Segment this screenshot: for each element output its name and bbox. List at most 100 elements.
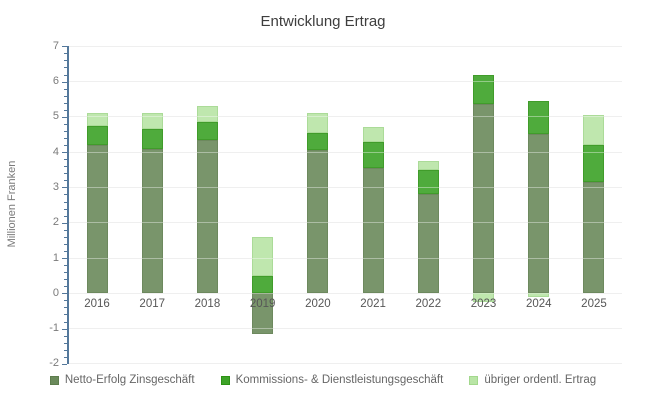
y-tick-label: -2 [49,357,59,370]
y-axis-minor-tick [63,236,67,238]
bar-segment-2024[interactable] [528,100,550,135]
bar-segment-2025[interactable] [583,115,605,146]
bar-segment-2019[interactable] [252,293,274,334]
y-axis-minor-tick [63,201,67,203]
bar-segment-2016[interactable] [86,145,108,294]
legend-item-1[interactable]: Kommissions- & Dienstleistungsgeschäft [220,374,444,386]
y-tick-label: 7 [52,39,59,52]
bar-segment-2025[interactable] [583,145,605,183]
bar-segment-2020[interactable] [307,150,329,294]
gridline-overlay [68,292,622,294]
bar-segment-2016[interactable] [86,125,108,146]
y-axis-minor-tick [63,194,67,196]
x-axis-label-2018: 2018 [194,298,221,310]
bar-segment-2019[interactable] [252,236,274,276]
gridline [68,257,622,259]
bar-segment-2016[interactable] [86,113,108,126]
bar-segment-2024[interactable] [528,293,550,297]
gridline [68,45,622,47]
bar-segment-2021[interactable] [362,168,384,294]
y-tick-label: -1 [49,322,59,335]
y-axis-major-tick [61,187,67,189]
y-axis-minor-tick [63,279,67,281]
y-tick-label: 1 [52,251,59,264]
bar-segment-2022[interactable] [417,160,439,170]
gridline-overlay [68,328,622,330]
bar-segment-2018[interactable] [196,139,218,294]
y-axis-line [66,46,69,364]
y-tick-label: 4 [52,145,59,158]
y-axis-minor-tick [63,229,67,231]
y-axis-minor-tick [63,67,67,69]
y-axis-minor-tick [63,53,67,55]
y-axis-major-tick [61,222,67,224]
gridline-overlay [68,116,622,118]
y-axis-title: Millionen Franken [6,160,18,248]
y-tick-label: 6 [52,75,59,88]
bar-segment-2018[interactable] [196,106,218,123]
y-axis-minor-tick [63,173,67,175]
y-axis-minor-tick [63,145,67,147]
bar-segment-2019[interactable] [252,275,274,294]
y-axis-minor-tick [63,321,67,323]
legend-swatch-icon [49,375,59,385]
bar-segment-2020[interactable] [307,132,329,151]
gridline-overlay [68,363,622,365]
bar-segment-2021[interactable] [362,127,384,142]
y-axis-minor-tick [63,60,67,62]
y-axis-minor-tick [63,300,67,302]
bar-segment-2022[interactable] [417,169,439,195]
bar-segment-2025[interactable] [583,182,605,294]
y-tick-label: 3 [52,180,59,193]
y-axis-major-tick [61,363,67,365]
bar-segment-2023[interactable] [473,293,495,303]
y-axis-minor-tick [63,286,67,288]
y-tick-label: 0 [52,286,59,299]
y-axis-minor-tick [63,88,67,90]
gridline [68,363,622,365]
y-axis-minor-tick [63,180,67,182]
bar-segment-2017[interactable] [141,129,163,149]
x-axis-label-2022: 2022 [415,298,442,310]
bar-segment-2017[interactable] [141,148,163,294]
bar-segment-2023[interactable] [473,104,495,294]
x-axis-label-2019: 2019 [249,298,276,310]
gridline [68,292,622,294]
legend: Netto-Erfolg Zinsgeschäft Kommissions- & … [0,374,646,386]
gridline-overlay [68,186,622,188]
bar-segment-2020[interactable] [307,113,329,133]
legend-label: Kommissions- & Dienstleistungsgeschäft [235,374,444,386]
gridline-overlay [68,81,622,83]
y-axis-minor-tick [63,123,67,125]
legend-item-2[interactable]: übriger ordentl. Ertrag [469,374,596,386]
bar-segment-2023[interactable] [473,74,495,105]
y-axis-major-tick [61,81,67,83]
y-axis-minor-tick [63,208,67,210]
y-axis-minor-tick [63,349,67,351]
legend-label: Netto-Erfolg Zinsgeschäft [64,374,195,386]
gridline-overlay [68,257,622,259]
y-axis-minor-tick [63,138,67,140]
bar-segment-2024[interactable] [528,134,550,294]
x-axis-label-2023: 2023 [470,298,497,310]
y-axis-minor-tick [63,342,67,344]
x-axis-label-2017: 2017 [139,298,166,310]
y-axis-minor-tick [63,130,67,132]
x-axis-label-2024: 2024 [525,298,552,310]
bar-segment-2021[interactable] [362,141,384,168]
y-axis-minor-tick [63,307,67,309]
gridline-overlay [68,45,622,47]
legend-item-0[interactable]: Netto-Erfolg Zinsgeschäft [49,374,195,386]
bar-segment-2017[interactable] [141,113,163,130]
y-axis-major-tick [61,293,67,295]
gridline [68,186,622,188]
bar-segment-2018[interactable] [196,122,218,140]
y-axis-major-tick [61,116,67,118]
bar-segment-2022[interactable] [417,194,439,294]
y-axis-major-tick [61,328,67,330]
y-tick-label: 2 [52,216,59,229]
x-axis-label-2020: 2020 [305,298,331,310]
y-axis-minor-tick [63,74,67,76]
y-axis-minor-tick [63,243,67,245]
